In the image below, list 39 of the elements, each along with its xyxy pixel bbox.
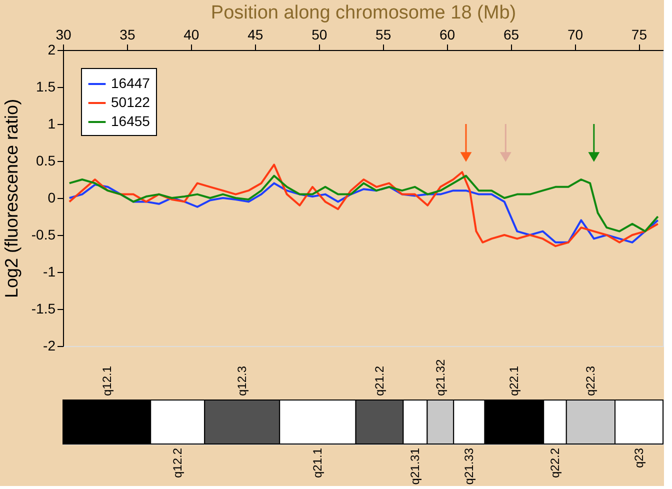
x-axis-title: Position along chromosome 18 (Mb) <box>210 2 516 24</box>
legend-label: 16455 <box>111 113 150 129</box>
x-tick-label: 75 <box>631 26 648 42</box>
y-tick-label: 1.5 <box>36 78 56 94</box>
y-tick-label: 0.5 <box>36 152 56 168</box>
x-tick-label: 35 <box>120 26 136 42</box>
text: q23 <box>632 448 646 468</box>
y-tick-label: -2 <box>43 338 56 354</box>
x-tick-label: 65 <box>503 26 520 42</box>
text: q21.2 <box>372 366 386 396</box>
y-tick-label: 0 <box>48 190 56 206</box>
text: q21.33 <box>462 448 476 485</box>
y-tick-label: 2 <box>48 42 56 58</box>
x-tick-label: 40 <box>184 26 200 42</box>
text: q21.1 <box>310 448 325 478</box>
y-tick-label: -1.5 <box>31 300 56 316</box>
text: q12.2 <box>170 448 185 478</box>
x-tick-label: 50 <box>312 26 328 42</box>
y-tick-label: 1 <box>48 116 56 132</box>
line-series <box>68 174 659 232</box>
x-tick-label: 30 <box>56 26 72 42</box>
x-tick-label: 45 <box>248 26 264 42</box>
x-tick-label: 70 <box>567 26 584 42</box>
text: q22.1 <box>507 366 522 396</box>
text: q12.3 <box>235 366 250 396</box>
y-tick-label: -1 <box>43 264 56 280</box>
text: q21.31 <box>408 448 422 485</box>
legend-label: 50122 <box>111 94 150 110</box>
text: q22.3 <box>584 366 598 396</box>
text: q22.2 <box>548 448 562 478</box>
text: q12.1 <box>100 366 114 396</box>
line-series <box>68 182 659 244</box>
legend-label: 16447 <box>111 75 150 91</box>
y-axis-title: Log2 (fluorescence ratio) <box>1 98 22 298</box>
text: q21.32 <box>433 358 448 396</box>
x-tick-label: 60 <box>440 26 456 42</box>
y-tick-label: -0.5 <box>31 226 56 242</box>
x-tick-label: 55 <box>376 26 392 42</box>
line-series <box>68 164 659 248</box>
